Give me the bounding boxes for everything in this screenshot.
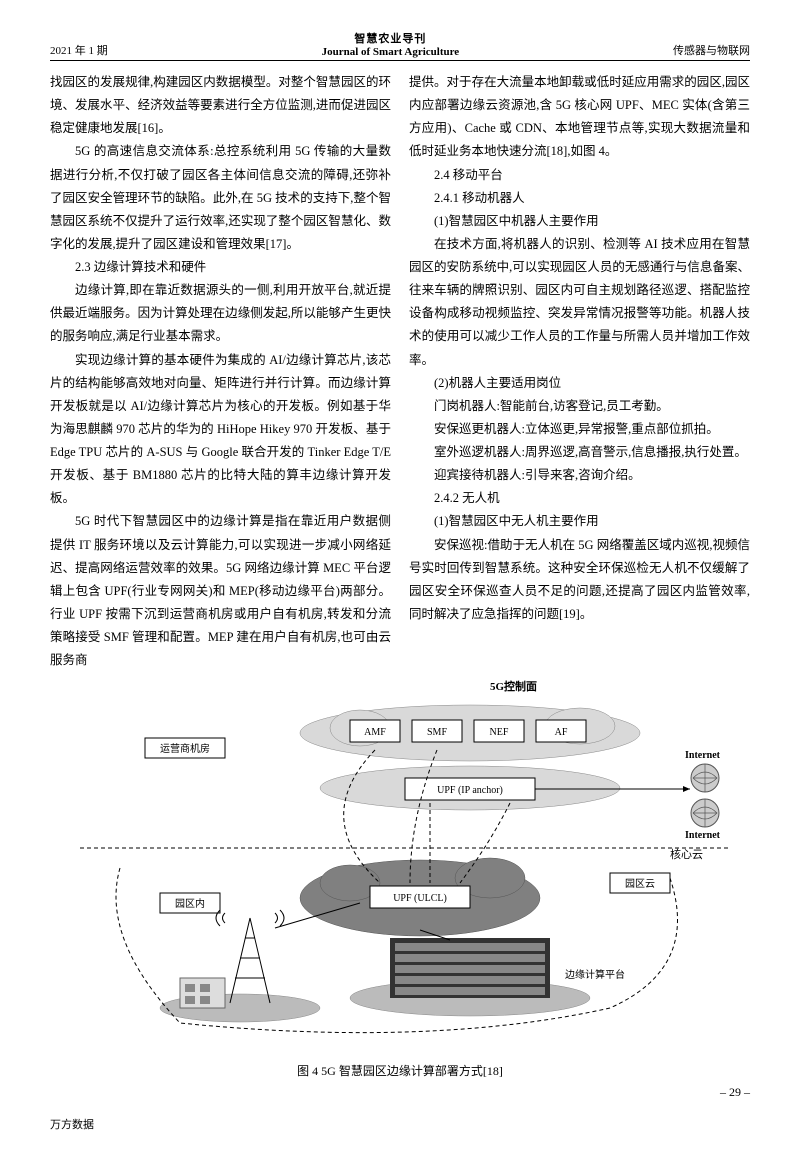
paragraph: 安保巡视:借助于无人机在 5G 网络覆盖区域内巡视,视频信号实时回传到智慧系统。… xyxy=(409,534,750,627)
paragraph: (1)智慧园区中无人机主要作用 xyxy=(409,510,750,533)
header-center: 智慧农业导刊 Journal of Smart Agriculture xyxy=(108,30,673,58)
paragraph: 提供。对于存在大流量本地卸载或低时延应用需求的园区,园区内应部署边缘云资源池,含… xyxy=(409,71,750,164)
page-number: – 29 – xyxy=(50,1085,750,1100)
paragraph: 找园区的发展规律,构建园区内数据模型。对整个智慧园区的环境、发展水平、经济效益等… xyxy=(50,71,391,140)
label-amf: AMF xyxy=(364,727,386,738)
section-heading: 2.4.2 无人机 xyxy=(409,487,750,510)
paragraph: (1)智慧园区中机器人主要作用 xyxy=(409,210,750,233)
figure-caption: 图 4 5G 智慧园区边缘计算部署方式[18] xyxy=(50,1062,750,1079)
right-column: 提供。对于存在大流量本地卸载或低时延应用需求的园区,园区内应部署边缘云资源池,含… xyxy=(409,71,750,672)
figure-4: 5G控制面 AMF SMF NEF AF 运营商机房 UPF (IP ancho… xyxy=(50,678,750,1058)
paragraph: 5G 的高速信息交流体系:总控系统利用 5G 传输的大量数据进行分析,不仅打破了… xyxy=(50,140,391,256)
paragraph: (2)机器人主要适用岗位 xyxy=(409,372,750,395)
journal-title-en: Journal of Smart Agriculture xyxy=(108,46,673,58)
paragraph: 边缘计算,即在靠近数据源头的一侧,利用开放平台,就近提供最近端服务。因为计算处理… xyxy=(50,279,391,348)
label-internet-2: Internet xyxy=(685,830,721,841)
label-core-cloud: 核心云 xyxy=(670,847,703,861)
left-column: 找园区的发展规律,构建园区内数据模型。对整个智慧园区的环境、发展水平、经济效益等… xyxy=(50,71,391,672)
paragraph: 在技术方面,将机器人的识别、检测等 AI 技术应用在智慧园区的安防系统中,可以实… xyxy=(409,233,750,372)
label-edge-platform: 边缘计算平台 xyxy=(565,968,625,981)
body-columns: 找园区的发展规律,构建园区内数据模型。对整个智慧园区的环境、发展水平、经济效益等… xyxy=(50,71,750,672)
paragraph: 5G 时代下智慧园区中的边缘计算是指在靠近用户数据侧提供 IT 服务环境以及云计… xyxy=(50,510,391,672)
label-5g-control: 5G控制面 xyxy=(490,679,537,693)
paragraph: 实现边缘计算的基本硬件为集成的 AI/边缘计算芯片,该芯片的结构能够高效地对向量… xyxy=(50,349,391,511)
paragraph: 安保巡更机器人:立体巡更,异常报警,重点部位抓拍。 xyxy=(409,418,750,441)
paragraph: 门岗机器人:智能前台,访客登记,员工考勤。 xyxy=(409,395,750,418)
label-upf-ulcl: UPF (ULCL) xyxy=(393,893,447,904)
label-smf: SMF xyxy=(427,727,447,738)
paragraph: 迎宾接待机器人:引导来客,咨询介绍。 xyxy=(409,464,750,487)
footer-source: 万方数据 xyxy=(50,1116,750,1132)
journal-title-cn: 智慧农业导刊 xyxy=(108,30,673,46)
label-park-in: 园区内 xyxy=(175,897,205,910)
label-af: AF xyxy=(555,727,568,738)
section-heading: 2.3 边缘计算技术和硬件 xyxy=(50,256,391,279)
label-park-cloud: 园区云 xyxy=(625,878,655,890)
header-right: 传感器与物联网 xyxy=(673,42,750,58)
label-nef: NEF xyxy=(490,727,509,738)
paragraph: 室外巡逻机器人:周界巡逻,高音警示,信息播报,执行处置。 xyxy=(409,441,750,464)
figure-4-svg: 5G控制面 AMF SMF NEF AF 运营商机房 UPF (IP ancho… xyxy=(50,678,750,1048)
tower-icon xyxy=(230,918,270,1003)
header-left: 2021 年 1 期 xyxy=(50,42,108,58)
section-heading: 2.4 移动平台 xyxy=(409,164,750,187)
section-heading: 2.4.1 移动机器人 xyxy=(409,187,750,210)
label-internet-1: Internet xyxy=(685,750,721,761)
label-upf-anchor: UPF (IP anchor) xyxy=(437,785,503,796)
page-header: 2021 年 1 期 智慧农业导刊 Journal of Smart Agric… xyxy=(50,30,750,61)
label-op-room: 运营商机房 xyxy=(160,742,210,755)
